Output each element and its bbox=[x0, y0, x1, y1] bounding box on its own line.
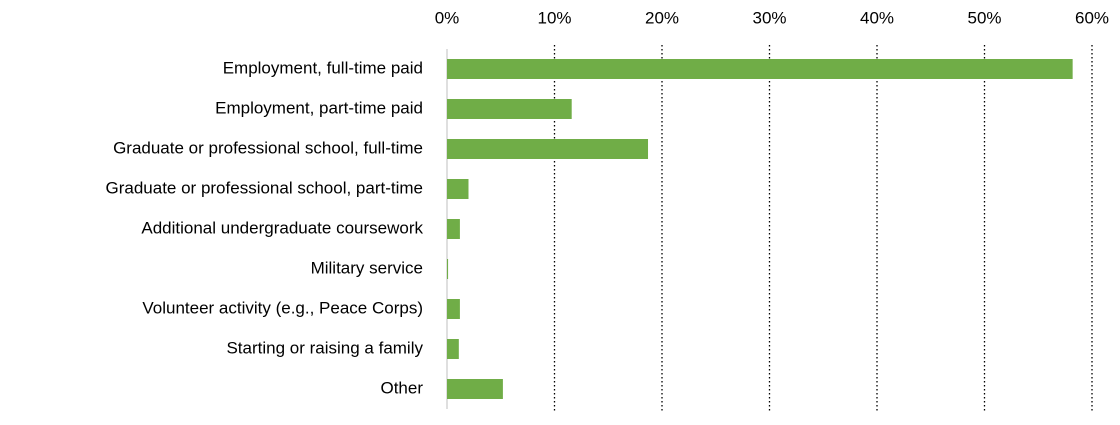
y-tick-label: Other bbox=[380, 378, 423, 397]
bar bbox=[447, 259, 449, 279]
x-tick-label: 20% bbox=[645, 8, 679, 27]
x-tick-label: 40% bbox=[860, 8, 894, 27]
x-tick-label: 50% bbox=[967, 8, 1001, 27]
bar bbox=[447, 219, 460, 239]
bar bbox=[447, 59, 1073, 79]
bar bbox=[447, 339, 459, 359]
bar bbox=[447, 299, 460, 319]
bar bbox=[447, 139, 649, 159]
y-tick-label: Starting or raising a family bbox=[226, 338, 423, 357]
y-tick-label: Graduate or professional school, full-ti… bbox=[113, 138, 423, 157]
x-tick-label: 10% bbox=[537, 8, 571, 27]
x-tick-label: 0% bbox=[435, 8, 460, 27]
bar bbox=[447, 379, 503, 399]
y-tick-label: Employment, part-time paid bbox=[215, 98, 423, 117]
bar bbox=[447, 99, 572, 119]
bar bbox=[447, 179, 469, 199]
y-tick-label: Additional undergraduate coursework bbox=[141, 218, 423, 237]
x-tick-label: 60% bbox=[1075, 8, 1109, 27]
y-tick-label: Employment, full-time paid bbox=[223, 58, 423, 77]
y-tick-label: Graduate or professional school, part-ti… bbox=[106, 178, 424, 197]
y-tick-label: Volunteer activity (e.g., Peace Corps) bbox=[142, 298, 423, 317]
x-tick-label: 30% bbox=[752, 8, 786, 27]
y-tick-label: Military service bbox=[311, 258, 423, 277]
